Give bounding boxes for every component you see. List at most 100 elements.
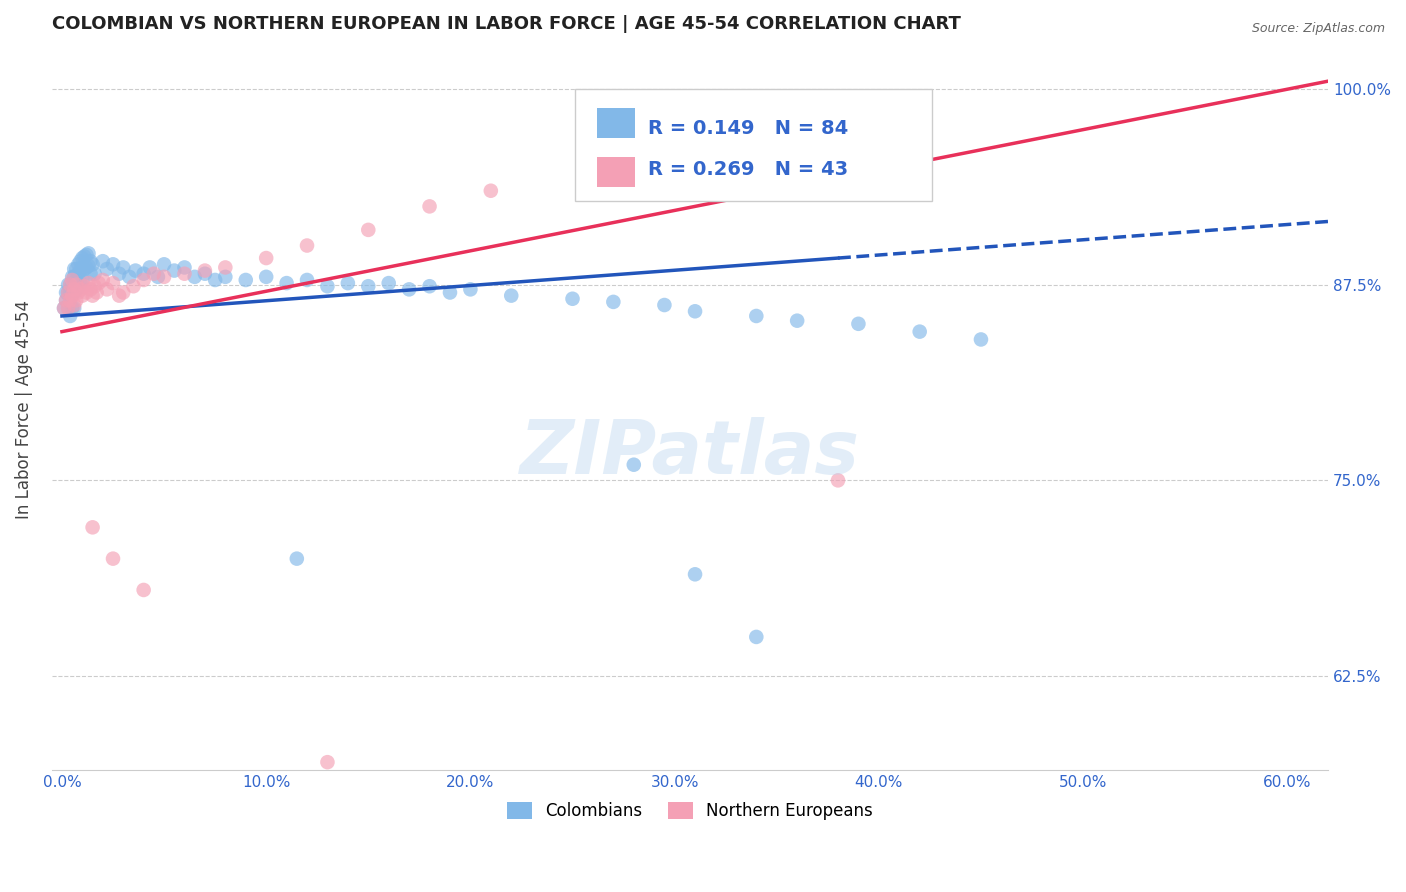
Point xyxy=(79,254,101,268)
Point xyxy=(173,267,195,281)
Point xyxy=(479,184,502,198)
Point xyxy=(79,282,101,296)
Point xyxy=(101,276,124,290)
Y-axis label: In Labor Force | Age 45-54: In Labor Force | Age 45-54 xyxy=(15,301,32,519)
Point xyxy=(460,282,482,296)
Point xyxy=(108,288,131,302)
Point xyxy=(204,273,226,287)
Point xyxy=(63,298,86,312)
Point xyxy=(69,263,91,277)
Point xyxy=(561,292,583,306)
Point xyxy=(56,301,79,315)
Point xyxy=(86,285,108,300)
Point xyxy=(214,260,236,275)
Point xyxy=(398,282,420,296)
Point xyxy=(439,285,461,300)
Point xyxy=(59,277,82,292)
Point xyxy=(146,269,169,284)
Point xyxy=(142,267,165,281)
Point xyxy=(970,333,993,347)
Point xyxy=(63,269,86,284)
Point xyxy=(60,269,83,284)
Point xyxy=(67,257,90,271)
Point xyxy=(124,263,146,277)
Point xyxy=(654,298,676,312)
Point xyxy=(163,263,186,277)
Point xyxy=(96,262,118,277)
Point xyxy=(194,263,217,277)
Point xyxy=(139,260,162,275)
Point xyxy=(122,279,145,293)
Point xyxy=(108,267,131,281)
Point xyxy=(65,282,87,296)
Point xyxy=(73,250,96,264)
Point xyxy=(65,262,87,277)
Point xyxy=(357,223,380,237)
Point xyxy=(83,267,105,281)
Point xyxy=(101,551,124,566)
Point xyxy=(69,282,91,296)
Point xyxy=(72,273,94,287)
Point xyxy=(60,288,83,302)
Point xyxy=(82,520,104,534)
Point xyxy=(67,285,90,300)
Point xyxy=(101,257,124,271)
Point xyxy=(118,269,141,284)
Point xyxy=(65,293,87,308)
Point xyxy=(53,301,76,315)
Point xyxy=(67,279,90,293)
FancyBboxPatch shape xyxy=(596,157,636,187)
Point xyxy=(69,276,91,290)
Point xyxy=(72,260,94,275)
Point xyxy=(183,269,205,284)
Point xyxy=(63,262,86,277)
Point xyxy=(112,260,135,275)
Point xyxy=(623,458,645,472)
Point xyxy=(235,273,257,287)
Point xyxy=(419,199,441,213)
Point xyxy=(908,325,931,339)
Point xyxy=(65,277,87,292)
Point xyxy=(664,147,686,161)
Point xyxy=(153,269,176,284)
Point xyxy=(602,294,624,309)
Point xyxy=(79,267,101,281)
Point xyxy=(96,282,118,296)
Point xyxy=(848,317,870,331)
Legend: Colombians, Northern Europeans: Colombians, Northern Europeans xyxy=(501,795,879,827)
Text: ZIPatlas: ZIPatlas xyxy=(520,417,860,490)
Point xyxy=(336,276,359,290)
Point xyxy=(285,551,308,566)
Point xyxy=(582,163,605,178)
Point xyxy=(59,285,82,300)
Point xyxy=(295,238,318,252)
Point xyxy=(67,267,90,281)
Point xyxy=(55,285,77,300)
Point xyxy=(56,285,79,300)
Point xyxy=(83,279,105,293)
Point xyxy=(683,304,706,318)
Point xyxy=(59,293,82,308)
Point xyxy=(60,301,83,315)
FancyBboxPatch shape xyxy=(596,108,636,138)
Point xyxy=(295,273,318,287)
Point xyxy=(132,273,155,287)
Point xyxy=(501,288,523,302)
Point xyxy=(56,277,79,292)
Point xyxy=(173,260,195,275)
Point xyxy=(419,279,441,293)
Point xyxy=(59,293,82,308)
Point xyxy=(214,269,236,284)
Point xyxy=(75,285,97,300)
Point xyxy=(745,309,768,323)
Point xyxy=(65,273,87,287)
Point xyxy=(60,273,83,287)
Point xyxy=(316,755,339,769)
Point xyxy=(786,314,808,328)
Point xyxy=(357,279,380,293)
Point xyxy=(59,309,82,323)
Point xyxy=(827,474,849,488)
Point xyxy=(59,277,82,292)
Point xyxy=(53,301,76,315)
Point xyxy=(75,248,97,262)
